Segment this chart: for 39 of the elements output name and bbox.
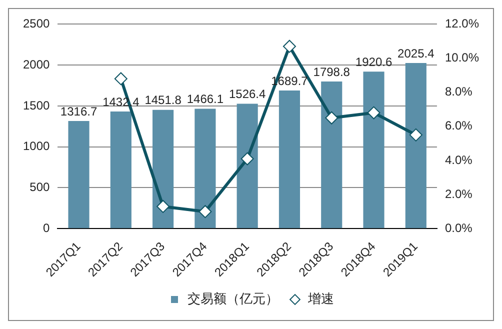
point (282, 40, 296, 53)
legend-label: 交易额（亿元） (188, 291, 278, 306)
y-tick-label: 2000 (22, 57, 50, 72)
data-label: 1526.4 (228, 87, 266, 102)
bar (321, 82, 342, 228)
legend-label: 增速 (307, 291, 334, 306)
data-label: 1466.1 (186, 92, 224, 106)
bar (236, 104, 258, 228)
bar (152, 110, 174, 228)
point (114, 72, 128, 86)
y-tick-label: 500 (30, 180, 50, 194)
y-tick-label: 2500 (22, 16, 50, 31)
y2-tick-label: 4.0% (444, 152, 473, 167)
y2-tick-label: 6.0% (444, 118, 473, 133)
point (198, 205, 212, 218)
bar (194, 108, 216, 228)
bar (363, 72, 384, 228)
point (156, 200, 170, 213)
y2-tick-label: 10.0% (444, 50, 480, 65)
y2-tick-label: 2.0% (444, 186, 473, 201)
bar (405, 63, 426, 228)
y-tick-label: 1500 (22, 98, 50, 112)
data-label: 1316.7 (60, 104, 98, 118)
data-label: 1451.8 (144, 93, 182, 108)
data-label: 1920.6 (355, 54, 392, 69)
point (240, 152, 254, 166)
y-tick-label: 1000 (22, 139, 50, 154)
y2-tick-label: 8.0% (444, 84, 473, 99)
y-tick-label: 0 (43, 220, 50, 235)
y2-tick-label: 0.0% (444, 220, 473, 235)
point (409, 128, 422, 142)
bar (68, 120, 90, 228)
data-label: 1798.8 (313, 64, 350, 79)
y2-tick-label: 12.0% (444, 16, 480, 31)
bar (110, 111, 132, 228)
bar (278, 90, 300, 228)
point (325, 111, 338, 124)
point (367, 106, 380, 120)
data-label: 2025.4 (398, 46, 435, 60)
